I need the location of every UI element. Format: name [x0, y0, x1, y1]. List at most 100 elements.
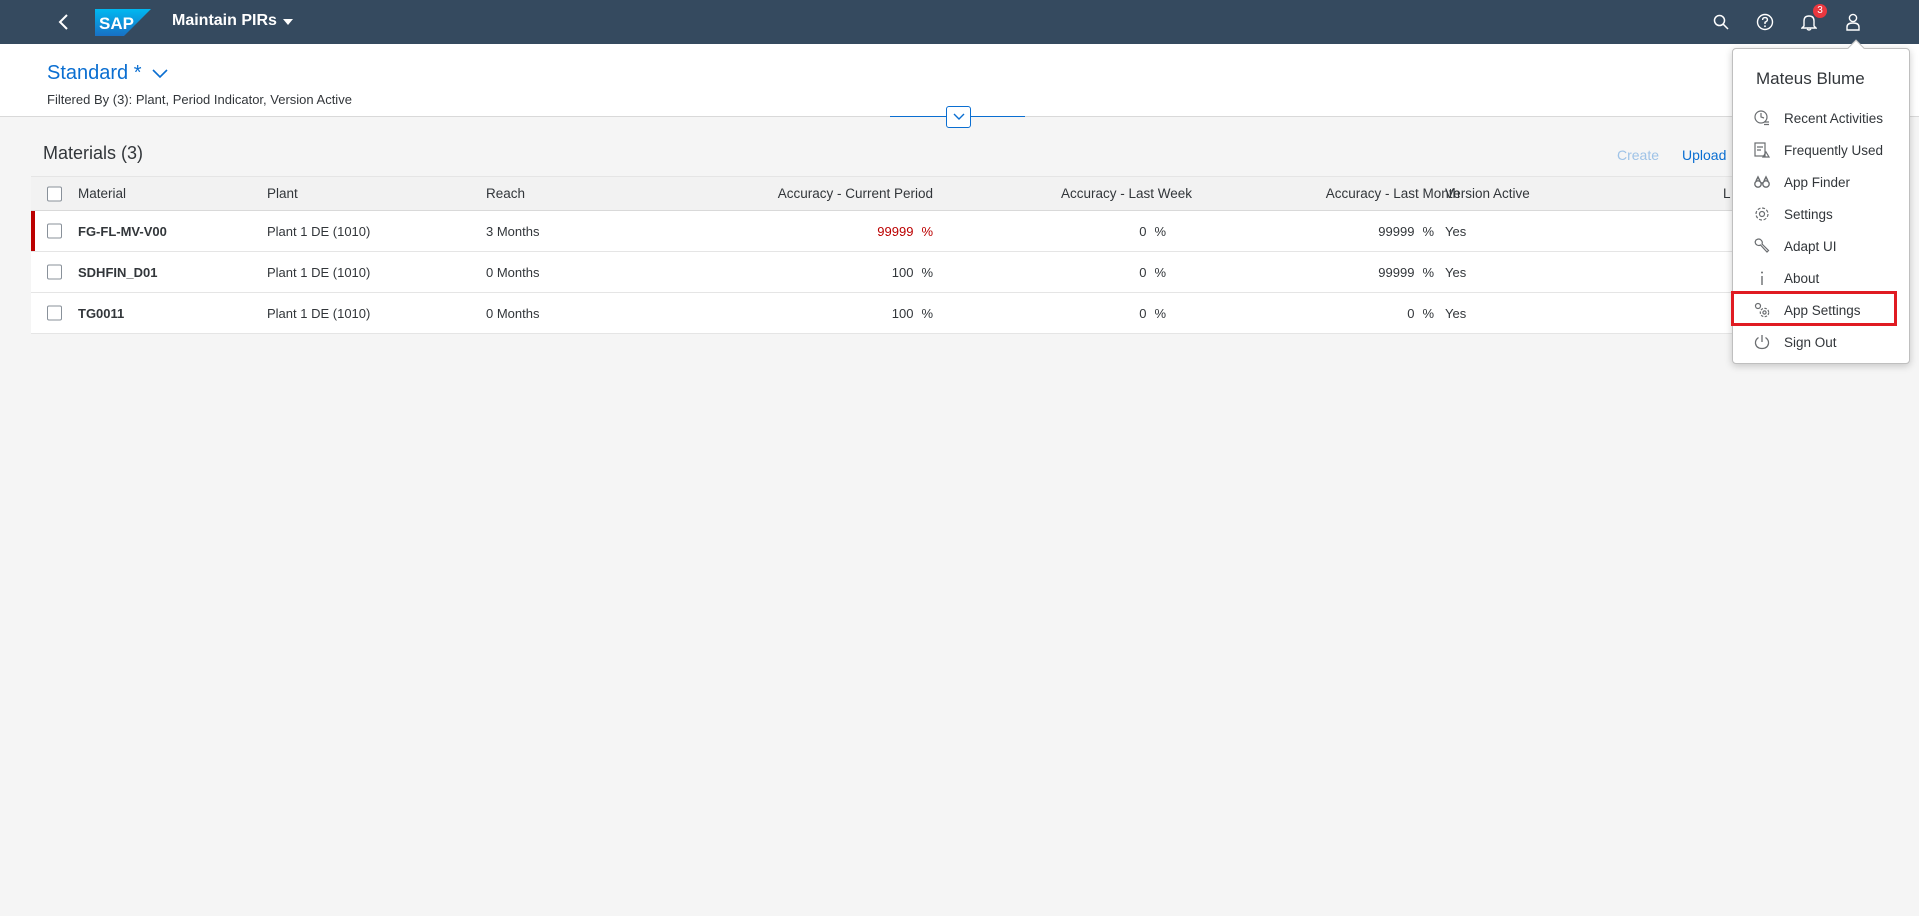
- menu-item-label: About: [1784, 270, 1820, 286]
- shell-bar: SAP Maintain PIRs 3: [0, 0, 1919, 44]
- menu-item-label: Settings: [1784, 206, 1833, 222]
- percent-unit: %: [1154, 223, 1166, 239]
- bell-icon: [1801, 15, 1817, 31]
- cell-accuracy-last-month: 99999%: [1231, 252, 1434, 292]
- search-icon: [1713, 14, 1729, 30]
- column-header-material[interactable]: Material: [78, 186, 127, 201]
- variant-selector[interactable]: Standard *: [47, 62, 168, 85]
- menu-item-label: Adapt UI: [1784, 238, 1837, 254]
- recent-activities-icon: [1753, 109, 1771, 127]
- cell-plant: Plant 1 DE (1010): [267, 223, 371, 239]
- svg-text:SAP: SAP: [99, 14, 134, 33]
- cell-accuracy-last-month: 0%: [1231, 293, 1434, 333]
- user-name: Mateus Blume: [1756, 69, 1865, 88]
- menu-item-adapt-ui[interactable]: Adapt UI: [1733, 231, 1909, 261]
- menu-item-app-settings[interactable]: App Settings: [1733, 295, 1909, 325]
- cell-version-active: Yes: [1445, 305, 1467, 321]
- notification-badge: 3: [1813, 4, 1827, 18]
- frequently-used-icon: [1753, 141, 1771, 159]
- wrench-icon: [1753, 237, 1771, 255]
- materials-table: Material Plant Reach Accuracy - Current …: [31, 176, 1751, 334]
- help-icon: [1756, 13, 1774, 31]
- menu-item-label: Frequently Used: [1784, 142, 1884, 158]
- chevron-down-icon: [953, 113, 964, 120]
- table-row[interactable]: TG0011 Plant 1 DE (1010) 0 Months 100% 0…: [31, 293, 1751, 334]
- value: 99999: [1378, 264, 1415, 280]
- value: 0: [1139, 305, 1147, 321]
- back-button[interactable]: [52, 10, 76, 34]
- value: 100: [891, 264, 914, 280]
- create-button[interactable]: Create: [1617, 147, 1660, 163]
- menu-item-label: App Finder: [1784, 174, 1851, 190]
- menu-item-about[interactable]: About: [1733, 263, 1909, 293]
- menu-item-sign-out[interactable]: Sign Out: [1733, 327, 1909, 357]
- help-button[interactable]: [1753, 10, 1777, 34]
- power-icon: [1753, 333, 1771, 351]
- cell-accuracy-current: 100%: [731, 252, 933, 292]
- menu-item-label: Sign Out: [1784, 334, 1837, 350]
- column-header-accuracy-last-month[interactable]: Accuracy - Last Month: [1325, 186, 1460, 201]
- column-header-version-active[interactable]: Version Active: [1445, 186, 1530, 201]
- app-settings-icon: [1753, 301, 1771, 319]
- row-checkbox[interactable]: [47, 305, 62, 321]
- back-arrow-icon: [58, 14, 68, 30]
- percent-unit: %: [1154, 305, 1166, 321]
- table-header-row: Material Plant Reach Accuracy - Current …: [31, 176, 1751, 211]
- value: 100: [891, 305, 914, 321]
- app-title: Maintain PIRs: [172, 12, 277, 29]
- row-checkbox[interactable]: [47, 264, 62, 280]
- expand-header-button[interactable]: [946, 106, 971, 128]
- app-title-menu[interactable]: Maintain PIRs: [172, 12, 293, 30]
- cell-accuracy-last-week: 0%: [981, 211, 1166, 251]
- table-row[interactable]: FG-FL-MV-V00 Plant 1 DE (1010) 3 Months …: [31, 211, 1751, 252]
- cell-accuracy-last-month: 99999%: [1231, 211, 1434, 251]
- column-header-accuracy-last-week[interactable]: Accuracy - Last Week: [1060, 186, 1192, 201]
- percent-unit: %: [921, 264, 933, 280]
- cell-accuracy-last-week: 0%: [981, 252, 1166, 292]
- table-row[interactable]: SDHFIN_D01 Plant 1 DE (1010) 0 Months 10…: [31, 252, 1751, 293]
- sap-logo[interactable]: SAP: [95, 9, 151, 36]
- row-checkbox[interactable]: [47, 223, 62, 239]
- column-header-reach[interactable]: Reach: [486, 186, 526, 201]
- percent-unit: %: [1422, 305, 1434, 321]
- dynamic-page-header: Standard * Filtered By (3): Plant, Perio…: [0, 44, 1919, 117]
- column-header-plant[interactable]: Plant: [267, 186, 298, 201]
- value: 0: [1407, 305, 1415, 321]
- percent-unit: %: [921, 305, 933, 321]
- select-all-checkbox[interactable]: [47, 186, 62, 201]
- variant-name: Standard *: [47, 62, 142, 84]
- menu-item-recent-activities[interactable]: Recent Activities: [1733, 103, 1909, 133]
- cell-accuracy-current: 99999%: [731, 211, 933, 251]
- percent-unit: %: [921, 223, 933, 239]
- user-menu-button[interactable]: [1841, 10, 1865, 34]
- column-header-accuracy-current[interactable]: Accuracy - Current Period: [777, 186, 933, 201]
- value: 99999: [877, 223, 914, 239]
- binoculars-icon: [1753, 173, 1771, 191]
- info-icon: [1753, 269, 1771, 287]
- filter-summary: Filtered By (3): Plant, Period Indicator…: [47, 92, 352, 107]
- caret-down-icon: [282, 19, 293, 25]
- cell-version-active: Yes: [1445, 264, 1467, 280]
- menu-item-label: App Settings: [1784, 302, 1861, 318]
- row-highlight-error: [31, 211, 35, 251]
- table-title: Materials (3): [43, 143, 144, 163]
- upload-button[interactable]: Upload: [1682, 147, 1727, 163]
- menu-item-frequently-used[interactable]: Frequently Used: [1733, 135, 1909, 165]
- cell-reach: 0 Months: [486, 264, 540, 280]
- cell-plant: Plant 1 DE (1010): [267, 264, 371, 280]
- cell-reach: 0 Months: [486, 305, 540, 321]
- column-header-truncated[interactable]: L: [1723, 186, 1731, 201]
- value: 99999: [1378, 223, 1415, 239]
- menu-item-settings[interactable]: Settings: [1733, 199, 1909, 229]
- cell-reach: 3 Months: [486, 223, 540, 239]
- search-button[interactable]: [1709, 10, 1733, 34]
- notifications-button[interactable]: 3: [1797, 4, 1827, 34]
- menu-item-app-finder[interactable]: App Finder: [1733, 167, 1909, 197]
- value: 0: [1139, 223, 1147, 239]
- menu-item-label: Recent Activities: [1784, 110, 1884, 126]
- cell-material: TG0011: [78, 305, 125, 321]
- percent-unit: %: [1422, 264, 1434, 280]
- chevron-down-icon: [151, 68, 168, 78]
- value: 0: [1139, 264, 1147, 280]
- cell-accuracy-last-week: 0%: [981, 293, 1166, 333]
